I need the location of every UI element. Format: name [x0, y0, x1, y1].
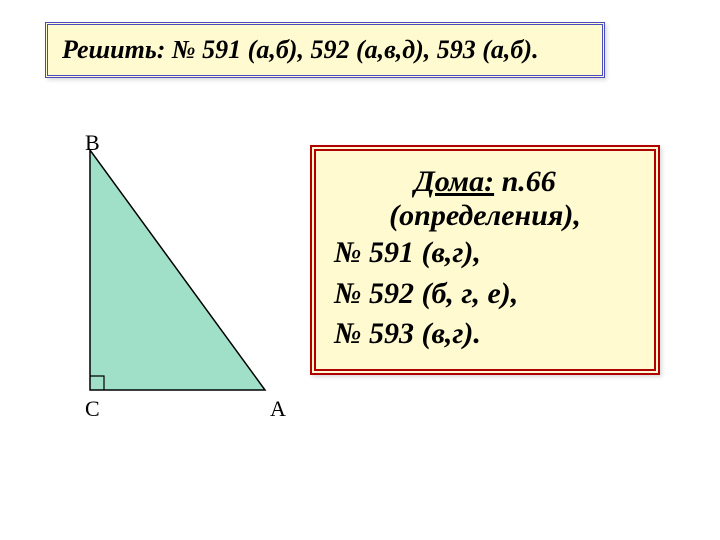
vertex-label-c: C — [85, 396, 100, 422]
homework-title-underlined: Дома: — [414, 165, 494, 198]
vertex-label-a: A — [270, 396, 286, 422]
triangle-diagram: B C A — [40, 140, 290, 440]
homework-line-1: № 591 (в,г), — [334, 233, 636, 274]
homework-box: Дома: п.66 (определения), № 591 (в,г), №… — [310, 145, 660, 375]
triangle-shape — [90, 150, 265, 390]
homework-def: (определения), — [334, 199, 636, 233]
homework-line-2: № 592 (б, г, е), — [334, 274, 636, 315]
homework-line-3: № 593 (в,г). — [334, 314, 636, 355]
homework-title: Дома: п.66 — [334, 165, 636, 199]
triangle-svg — [40, 140, 290, 440]
vertex-label-b: B — [85, 130, 100, 156]
solve-text: Решить: № 591 (а,б), 592 (а,в,д), 593 (а… — [62, 35, 539, 64]
solve-box: Решить: № 591 (а,б), 592 (а,в,д), 593 (а… — [45, 22, 605, 78]
homework-title-rest: п.66 — [494, 165, 556, 198]
